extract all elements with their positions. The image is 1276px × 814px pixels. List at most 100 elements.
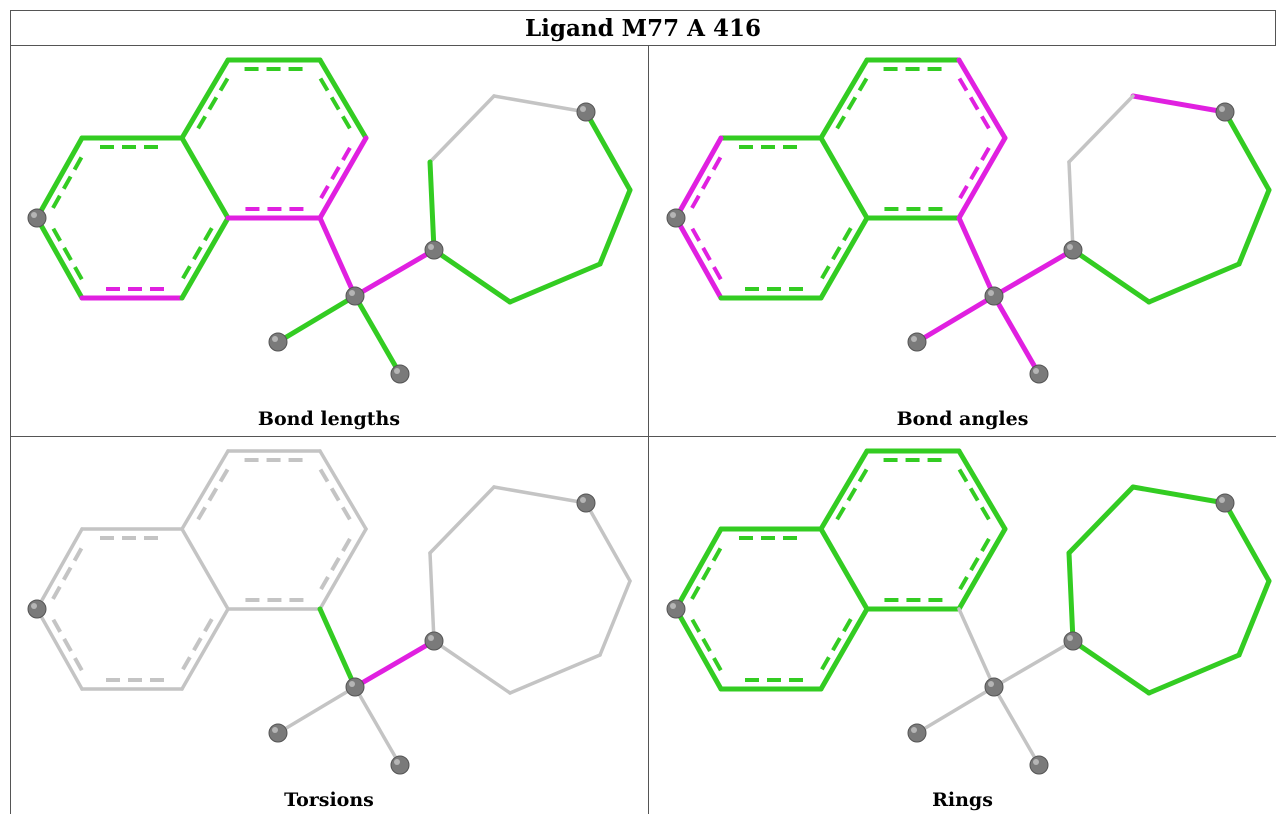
bond-Ba: [180, 449, 230, 531]
bond-Ae-aromatic-dash: [819, 227, 853, 281]
bond-Cc: [597, 187, 633, 267]
atom-r: [424, 631, 444, 651]
bond-Bc-aromatic-dash: [957, 468, 991, 521]
atom-highlight-q: [349, 681, 355, 687]
bond-Ca: [1070, 638, 1152, 696]
bond-Ab-aromatic-dash: [690, 155, 723, 209]
bond-Cf: [1067, 94, 1135, 164]
bond-Ab-aromatic-dash: [51, 155, 84, 209]
atom-m1: [907, 723, 927, 743]
atom-highlight-a6: [31, 212, 37, 218]
atom-highlight-q: [349, 290, 355, 296]
atom-m1: [268, 332, 288, 352]
bond-m1: [915, 685, 996, 735]
atom-m2: [1029, 755, 1049, 775]
atom-highlight-r: [1067, 244, 1073, 250]
panel-torsions: Torsions: [10, 437, 648, 814]
bond-Cb: [1146, 261, 1242, 305]
bond-Bd-aromatic-dash: [318, 537, 352, 592]
atom-highlight-c3: [1219, 497, 1225, 503]
bond-Ca: [1070, 247, 1152, 305]
atom-a6: [666, 599, 686, 619]
bond-s2: [992, 639, 1075, 689]
bond-Ac: [673, 215, 724, 301]
atom-c3: [576, 493, 596, 513]
bond-Af: [180, 527, 230, 611]
bond-Cd: [1222, 109, 1272, 193]
atom-r: [1063, 240, 1083, 260]
bond-Cg: [428, 551, 436, 643]
bond-Ce: [1130, 484, 1228, 506]
grid-line-middle: [648, 46, 649, 814]
atom-c3: [576, 102, 596, 122]
atom-a6: [27, 599, 47, 619]
bond-Cd: [583, 109, 633, 193]
bond-Ce: [492, 485, 588, 505]
bond-Bc-aromatic-dash: [318, 77, 352, 130]
panel-bond-angles: Bond angles: [649, 46, 1276, 436]
panel-rings: Rings: [649, 437, 1276, 814]
atom-highlight-a6: [670, 212, 676, 218]
bond-Ac-aromatic-dash: [690, 618, 723, 672]
atom-highlight-r: [1067, 635, 1073, 641]
bond-Cc: [1236, 187, 1272, 267]
bond-Cf: [1066, 484, 1136, 556]
bond-Bd-aromatic-dash: [318, 146, 352, 201]
caption-torsions: Torsions: [284, 789, 374, 811]
bond-m2: [991, 293, 1042, 377]
atom-highlight-m1: [272, 336, 278, 342]
bond-Ae-aromatic-dash: [180, 618, 214, 672]
bond-m1: [276, 685, 357, 735]
bond-Ac-aromatic-dash: [51, 618, 84, 672]
bond-Cf: [428, 485, 496, 555]
atom-highlight-a6: [31, 603, 37, 609]
bond-Ac-aromatic-dash: [51, 227, 84, 281]
bond-m1: [914, 293, 997, 345]
bond-Ba-aromatic-dash: [196, 468, 230, 521]
bond-Bd: [956, 135, 1008, 221]
bond-s2: [352, 247, 437, 299]
bond-s2: [352, 638, 437, 690]
atom-m2: [1029, 364, 1049, 384]
atom-highlight-m2: [394, 759, 400, 765]
bond-Cd: [584, 501, 632, 583]
bond-Ba: [179, 57, 231, 141]
bond-Cb: [508, 653, 602, 695]
bond-Ae: [180, 607, 230, 691]
bond-s1: [317, 606, 358, 690]
caption-bond-lengths: Bond lengths: [257, 408, 401, 430]
bond-Bc-aromatic-dash: [957, 77, 991, 130]
atom-a6: [666, 208, 686, 228]
bond-Cb: [1146, 652, 1242, 696]
grid-line-row-divider: [10, 436, 1276, 437]
bond-m2: [992, 685, 1041, 767]
atom-highlight-q: [988, 290, 994, 296]
atom-r: [1063, 631, 1083, 651]
panel-bond-lengths: Bond lengths: [10, 46, 648, 436]
bond-Ce: [492, 94, 588, 114]
bond-Ae: [818, 215, 870, 301]
bond-s1: [317, 215, 358, 299]
bond-Ab: [673, 135, 724, 221]
atom-highlight-c3: [580, 106, 586, 112]
bond-Bc: [317, 57, 369, 141]
molecule-bond-angles: [666, 57, 1272, 384]
atom-c3: [1215, 102, 1235, 122]
caption-bond-angles: Bond angles: [896, 408, 1029, 430]
atom-highlight-c3: [1219, 106, 1225, 112]
atom-highlight-r: [428, 635, 434, 641]
figure-title: Ligand M77 A 416: [10, 10, 1276, 46]
atom-m2: [390, 755, 410, 775]
bond-Ca: [431, 247, 513, 305]
grid-line-left: [10, 10, 11, 814]
atom-a6: [27, 208, 47, 228]
bond-Cb: [507, 261, 603, 305]
bond-Cf: [428, 94, 496, 164]
bond-Bd: [956, 526, 1008, 612]
bond-Ac: [35, 607, 84, 691]
atom-highlight-r: [428, 244, 434, 250]
bond-Ac: [34, 215, 85, 301]
molecule-bond-lengths: [27, 57, 633, 384]
atom-q: [984, 286, 1004, 306]
